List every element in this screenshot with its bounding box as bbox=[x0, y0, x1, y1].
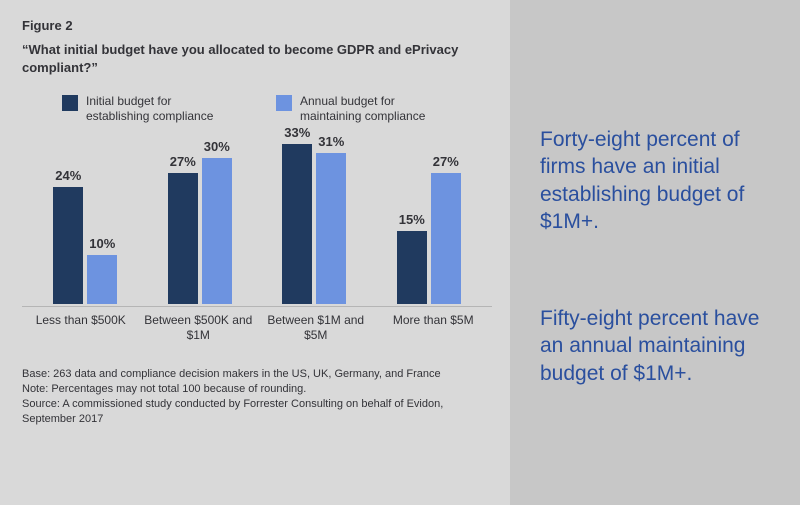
legend-swatch-initial bbox=[62, 95, 78, 111]
bar-initial bbox=[168, 173, 198, 304]
bar-annual-col: 30% bbox=[202, 139, 232, 304]
bar-initial-value: 15% bbox=[399, 212, 425, 227]
bar-group: 24% 10% bbox=[28, 168, 143, 304]
bar-group: 27% 30% bbox=[143, 139, 258, 304]
bar-initial-value: 27% bbox=[170, 154, 196, 169]
legend-label-initial: Initial budget for establishing complian… bbox=[86, 94, 236, 124]
legend-swatch-annual bbox=[276, 95, 292, 111]
bar-annual bbox=[87, 255, 117, 304]
x-axis-label: Between $1M and $5M bbox=[257, 313, 375, 343]
legend-label-annual: Annual budget for maintaining compliance bbox=[300, 94, 450, 124]
x-axis-label: Between $500K and $1M bbox=[140, 313, 258, 343]
bar-group: 33% 31% bbox=[257, 125, 372, 304]
callout-2: Fifty-eight percent have an annual maint… bbox=[540, 305, 774, 387]
footnote-base: Base: 263 data and compliance decision m… bbox=[22, 367, 492, 382]
bar-initial bbox=[53, 187, 83, 304]
footnotes: Base: 263 data and compliance decision m… bbox=[22, 367, 492, 426]
figure-question: “What initial budget have you allocated … bbox=[22, 41, 462, 76]
bar-initial bbox=[282, 144, 312, 304]
footnote-source: Source: A commissioned study conducted b… bbox=[22, 397, 492, 427]
x-axis-label: More than $5M bbox=[375, 313, 493, 343]
bar-annual-col: 31% bbox=[316, 134, 346, 304]
chart-plot-area: 24%10%27%30%33%31%15%27% bbox=[22, 134, 492, 304]
bar-annual-col: 27% bbox=[431, 154, 461, 304]
callout-panel: Forty-eight percent of firms have an ini… bbox=[510, 0, 800, 505]
footnote-note: Note: Percentages may not total 100 beca… bbox=[22, 382, 492, 397]
bar-initial-value: 33% bbox=[284, 125, 310, 140]
figure-container: Figure 2 “What initial budget have you a… bbox=[0, 0, 800, 505]
bar-initial-value: 24% bbox=[55, 168, 81, 183]
chart: 24%10%27%30%33%31%15%27% Less than $500K… bbox=[22, 134, 492, 343]
bar-annual-value: 27% bbox=[433, 154, 459, 169]
chart-panel: Figure 2 “What initial budget have you a… bbox=[0, 0, 510, 505]
callout-1: Forty-eight percent of firms have an ini… bbox=[540, 126, 774, 235]
legend: Initial budget for establishing complian… bbox=[62, 94, 492, 124]
bar-initial-col: 24% bbox=[53, 168, 83, 304]
bar-group: 15% 27% bbox=[372, 154, 487, 304]
bar-initial bbox=[397, 231, 427, 304]
bar-initial-col: 33% bbox=[282, 125, 312, 304]
chart-x-axis: Less than $500KBetween $500K and $1MBetw… bbox=[22, 306, 492, 343]
bar-annual bbox=[316, 153, 346, 304]
legend-item-initial: Initial budget for establishing complian… bbox=[62, 94, 236, 124]
x-axis-label: Less than $500K bbox=[22, 313, 140, 343]
bar-annual bbox=[431, 173, 461, 304]
legend-item-annual: Annual budget for maintaining compliance bbox=[276, 94, 450, 124]
bar-initial-col: 15% bbox=[397, 212, 427, 304]
bar-annual-value: 31% bbox=[318, 134, 344, 149]
bar-annual-value: 10% bbox=[89, 236, 115, 251]
bar-annual bbox=[202, 158, 232, 304]
figure-label: Figure 2 bbox=[22, 18, 492, 33]
bar-annual-value: 30% bbox=[204, 139, 230, 154]
bar-initial-col: 27% bbox=[168, 154, 198, 304]
bar-annual-col: 10% bbox=[87, 236, 117, 304]
